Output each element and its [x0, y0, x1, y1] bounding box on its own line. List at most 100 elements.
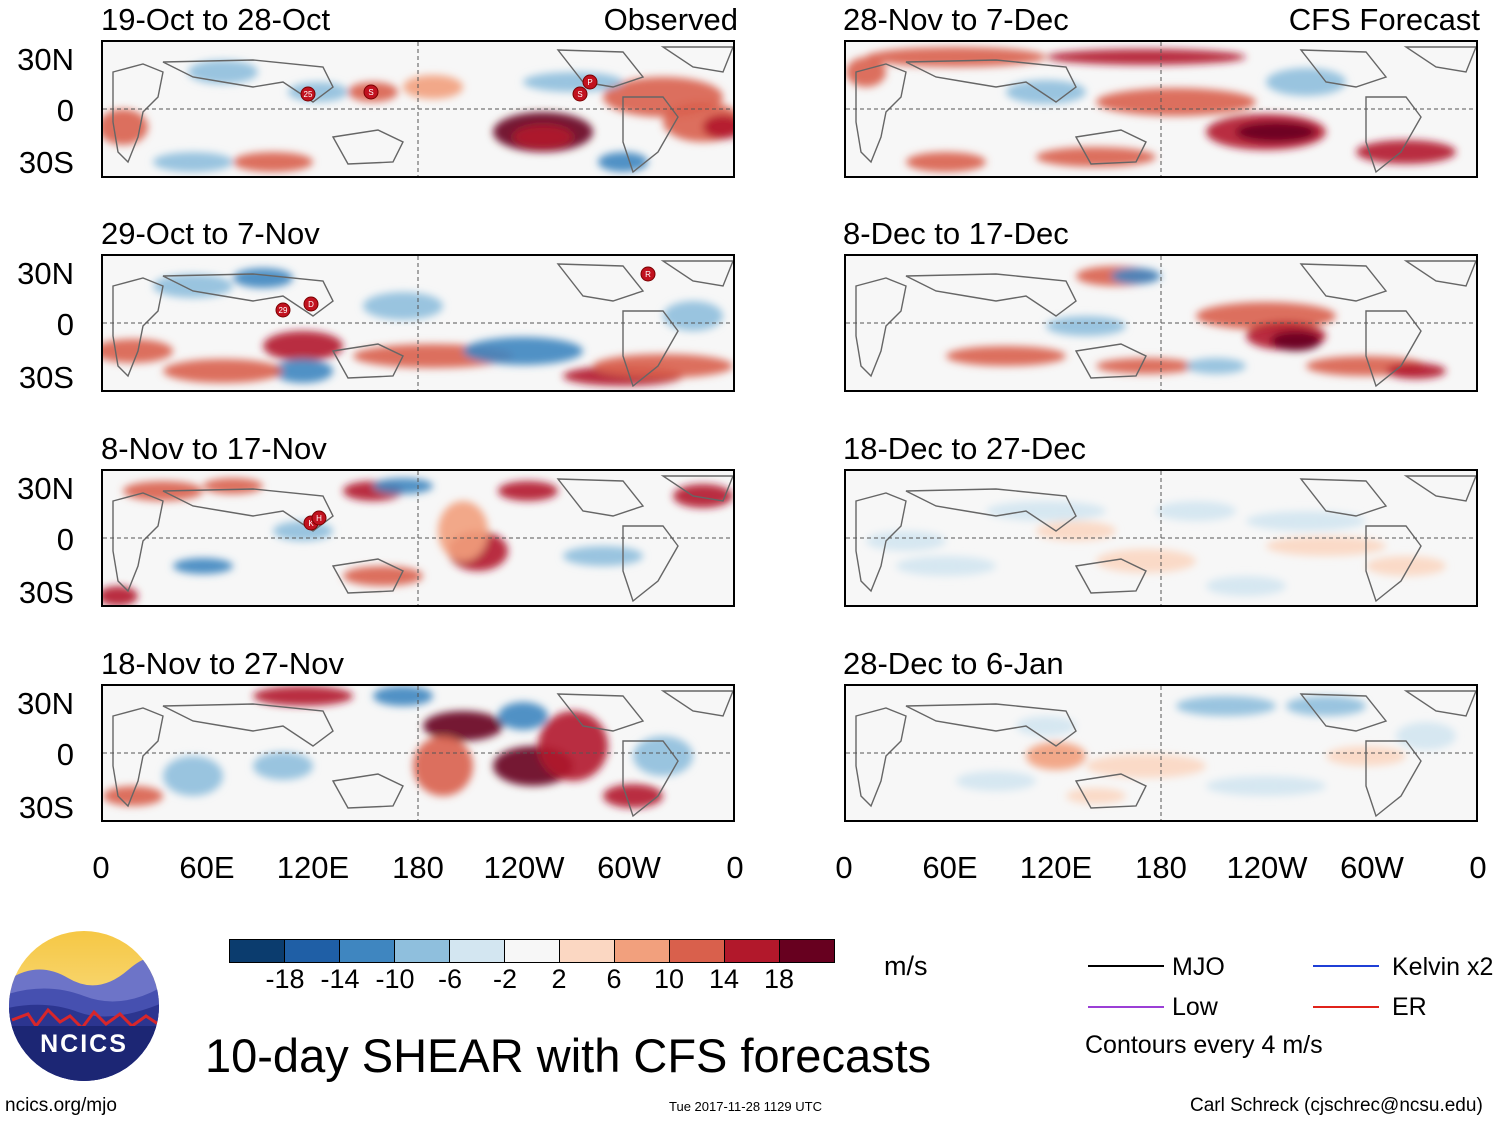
lat-label-0: 0	[56, 737, 74, 772]
low-line	[1088, 1006, 1164, 1008]
shear-anomaly	[538, 711, 608, 781]
shear-anomaly	[946, 346, 1066, 366]
lon-label-120w: 120W	[483, 850, 565, 885]
shear-anomaly	[896, 556, 996, 576]
shear-anomaly	[598, 152, 648, 172]
storm-marker-icon	[303, 296, 319, 312]
shear-anomaly	[373, 686, 433, 706]
coastline	[1299, 263, 1388, 302]
panel-title-1: 19-Oct to 28-Oct	[101, 2, 331, 37]
colorbar	[229, 939, 835, 963]
panel-title-7: 18-Dec to 27-Dec	[843, 431, 1086, 466]
lon-label-0-end: 0	[726, 850, 744, 885]
storm-marker-label: 25	[304, 90, 313, 99]
legend-low: Low	[1172, 993, 1218, 1021]
storm-marker-icon	[275, 302, 291, 318]
kelvin-line	[1313, 965, 1379, 967]
coastline	[556, 49, 645, 88]
panel-title-6: 8-Dec to 17-Dec	[843, 216, 1069, 251]
colorbar-unit: m/s	[884, 951, 928, 981]
coastline	[331, 343, 404, 379]
lon-label-0: 0	[835, 850, 853, 885]
colorbar-swatch	[780, 940, 834, 962]
footer-url: ncics.org/mjo	[5, 1095, 117, 1116]
shear-anomaly	[438, 501, 488, 561]
footer-credit: Carl Schreck (cjschrec@ncsu.edu)	[1190, 1095, 1483, 1116]
colorbar-swatch	[505, 940, 560, 962]
colorbar-tick: 10	[653, 964, 685, 994]
shear-anomaly	[498, 481, 558, 501]
coastline	[1403, 46, 1476, 73]
shear-anomaly	[343, 566, 423, 586]
coastline	[855, 277, 907, 378]
shear-anomaly	[1266, 536, 1386, 556]
shear-anomaly	[253, 686, 353, 706]
coastline	[660, 46, 733, 73]
shear-anomaly	[188, 60, 258, 84]
legend-contours: Contours every 4 m/s	[1085, 1031, 1323, 1059]
lat-label-30n: 30N	[17, 256, 74, 291]
coastline	[331, 558, 404, 594]
shear-anomaly	[233, 152, 313, 172]
colorbar-tick: -10	[375, 964, 415, 994]
colorbar-tick: -18	[265, 964, 305, 994]
storm-marker-label: 29	[279, 306, 288, 315]
shear-anomaly	[463, 337, 583, 365]
lat-label-0: 0	[56, 522, 74, 557]
shear-anomaly	[253, 752, 313, 780]
coastline	[1365, 96, 1422, 174]
coastline	[1074, 343, 1147, 379]
mjo-line	[1088, 965, 1164, 967]
shear-anomaly	[1046, 316, 1126, 336]
footer-timestamp: Tue 2017-11-28 1129 UTC	[669, 1099, 822, 1114]
shear-anomaly	[1111, 268, 1161, 284]
coastline	[622, 96, 679, 174]
colorbar-tick: -14	[320, 964, 360, 994]
shear-anomaly	[103, 586, 138, 605]
coastline	[1365, 525, 1422, 603]
lat-label-30s: 30S	[18, 360, 74, 395]
shear-anomaly	[413, 736, 473, 796]
coastline	[331, 129, 404, 165]
shear-anomaly	[703, 115, 733, 139]
legend-er: ER	[1392, 993, 1427, 1021]
shear-anomaly	[1206, 776, 1326, 796]
coastline	[622, 740, 679, 818]
colorbar-swatch	[670, 940, 725, 962]
panel-title-5: 28-Nov to 7-Dec	[843, 2, 1069, 37]
lon-label-60w: 60W	[1340, 850, 1404, 885]
storm-marker-icon	[300, 86, 316, 102]
coastline	[1365, 740, 1422, 818]
coastline	[331, 773, 404, 809]
lat-label-0: 0	[56, 307, 74, 342]
shear-anomaly	[423, 711, 503, 741]
panel-title-3: 8-Nov to 17-Nov	[101, 431, 327, 466]
colorbar-swatch	[285, 940, 340, 962]
coastline	[1074, 773, 1147, 809]
colorbar-tick: 18	[763, 964, 795, 994]
coastline	[162, 703, 334, 747]
coastline	[905, 273, 1077, 317]
shear-anomaly	[203, 478, 263, 494]
shear-anomaly	[986, 501, 1106, 521]
storm-marker-label: K	[308, 519, 314, 528]
map-panel-7	[844, 469, 1478, 607]
storm-marker-label: D	[308, 300, 314, 309]
shear-anomaly	[1366, 556, 1446, 576]
observed-label: Observed	[603, 2, 738, 37]
coastline	[112, 707, 164, 808]
coastline	[905, 703, 1077, 747]
lon-label-0: 0	[92, 850, 110, 885]
coastline	[162, 273, 334, 317]
coastline	[660, 260, 733, 287]
coastline	[112, 492, 164, 593]
shear-anomaly	[1096, 549, 1196, 573]
shear-anomaly	[163, 756, 223, 796]
coastline	[556, 478, 645, 517]
lat-label-30s: 30S	[18, 790, 74, 825]
logo-text: NCICS	[40, 1030, 128, 1058]
legend-kelvin: Kelvin x2	[1392, 953, 1494, 981]
shear-anomaly	[103, 786, 163, 806]
coastline	[855, 492, 907, 593]
map-panel-1: 25 S S P	[101, 40, 735, 178]
